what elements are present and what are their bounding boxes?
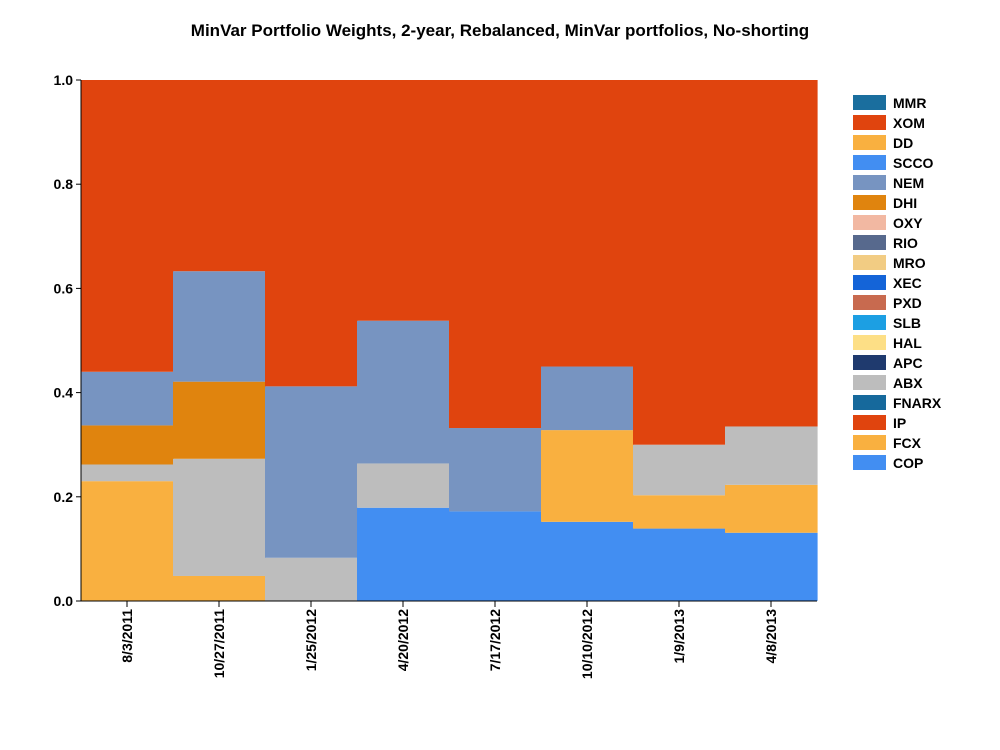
legend-swatch-dd	[853, 135, 886, 150]
legend-swatch-rio	[853, 235, 886, 250]
area-segment-xom-7	[725, 80, 818, 427]
area-segment-abx-2	[265, 557, 358, 601]
area-segment-cop-3	[357, 507, 450, 601]
legend-swatch-mmr	[853, 95, 886, 110]
area-segment-fcx-7	[725, 484, 818, 533]
legend-swatch-xom	[853, 115, 886, 130]
legend-label-fnarx: FNARX	[893, 395, 942, 411]
area-segment-abx-0	[81, 464, 174, 482]
area-segment-abx-6	[633, 444, 726, 496]
x-axis-ticks: 8/3/2011 10/27/2011 1/25/2012 4/20/2012 7/17…	[119, 601, 779, 679]
area-segment-abx-1	[173, 458, 266, 576]
area-segment-dhi-1	[173, 381, 266, 459]
legend-label-xom: XOM	[893, 115, 925, 131]
area-segment-nem-0	[81, 371, 174, 426]
legend-label-oxy: OXY	[893, 215, 923, 231]
area-segment-abx-7	[725, 426, 818, 485]
area-segment-nem-4	[449, 428, 542, 512]
legend-label-mro: MRO	[893, 255, 926, 271]
legend-label-cop: COP	[893, 455, 923, 471]
legend-swatch-hal	[853, 335, 886, 350]
legend-swatch-cop	[853, 455, 886, 470]
y-tick-label: 0.6	[54, 280, 74, 296]
area-segment-xom-6	[633, 80, 726, 445]
legend-swatch-apc	[853, 355, 886, 370]
legend-label-dhi: DHI	[893, 195, 917, 211]
x-tick-label: 4/8/2013	[763, 609, 779, 664]
chart-title: MinVar Portfolio Weights, 2-year, Rebala…	[190, 21, 810, 40]
x-tick-label: 10/27/2011	[211, 609, 227, 679]
legend-swatch-mro	[853, 255, 886, 270]
area-segment-xom-1	[173, 80, 266, 272]
area-segment-cop-4	[449, 511, 542, 601]
legend-label-apc: APC	[893, 355, 923, 371]
y-tick-label: 1.0	[54, 72, 74, 88]
area-segment-xom-0	[81, 80, 174, 372]
legend-swatch-pxd	[853, 295, 886, 310]
legend-label-mmr: MMR	[893, 95, 926, 111]
legend-label-rio: RIO	[893, 235, 918, 251]
y-tick-label: 0.0	[54, 593, 74, 609]
y-tick-label: 0.2	[54, 489, 74, 505]
legend-label-pxd: PXD	[893, 295, 922, 311]
area-segment-fcx-6	[633, 495, 726, 529]
legend-label-scco: SCCO	[893, 155, 934, 171]
area-segment-xom-5	[541, 80, 634, 367]
x-tick-label: 10/10/2012	[579, 609, 595, 679]
legend-label-dd: DD	[893, 135, 913, 151]
legend-label-abx: ABX	[893, 375, 923, 391]
legend-swatch-oxy	[853, 215, 886, 230]
area-segment-xom-4	[449, 80, 542, 429]
legend-swatch-slb	[853, 315, 886, 330]
area-segment-cop-5	[541, 521, 634, 601]
stacked-area-layer	[81, 80, 818, 601]
area-segment-nem-5	[541, 366, 634, 431]
legend-swatch-scco	[853, 155, 886, 170]
legend-swatch-dhi	[853, 195, 886, 210]
legend-label-ip: IP	[893, 415, 906, 431]
legend-label-nem: NEM	[893, 175, 924, 191]
legend-label-hal: HAL	[893, 335, 922, 351]
area-segment-nem-3	[357, 320, 450, 464]
area-segment-nem-2	[265, 386, 358, 558]
area-segment-xom-2	[265, 80, 358, 387]
area-segment-fcx-5	[541, 430, 634, 522]
area-segment-dhi-0	[81, 425, 174, 465]
legend-swatch-fnarx	[853, 395, 886, 410]
legend-swatch-nem	[853, 175, 886, 190]
legend-swatch-abx	[853, 375, 886, 390]
legend: MMR XOM DD SCCO NEM DHI OXY RIO MRO XEC PXD SLB HAL A…	[853, 95, 942, 471]
y-tick-label: 0.8	[54, 176, 74, 192]
area-segment-xom-3	[357, 80, 450, 321]
area-segment-cop-7	[725, 532, 818, 601]
legend-label-fcx: FCX	[893, 435, 922, 451]
y-axis-ticks: 0.0 0.2 0.4 0.6 0.8 1.0	[54, 72, 81, 609]
legend-swatch-fcx	[853, 435, 886, 450]
x-tick-label: 1/9/2013	[671, 609, 687, 664]
legend-label-slb: SLB	[893, 315, 921, 331]
axes	[80, 80, 817, 602]
area-segment-cop-6	[633, 528, 726, 601]
area-segment-fcx-0	[81, 481, 174, 601]
legend-label-xec: XEC	[893, 275, 922, 291]
legend-swatch-xec	[853, 275, 886, 290]
area-segment-abx-3	[357, 463, 450, 508]
x-tick-label: 8/3/2011	[119, 609, 135, 663]
area-segment-nem-1	[173, 271, 266, 382]
x-tick-label: 4/20/2012	[395, 609, 411, 671]
area-segment-fcx-1	[173, 575, 266, 601]
x-tick-label: 7/17/2012	[487, 609, 503, 671]
y-tick-label: 0.4	[54, 385, 74, 401]
x-tick-label: 1/25/2012	[303, 609, 319, 671]
legend-swatch-ip	[853, 415, 886, 430]
